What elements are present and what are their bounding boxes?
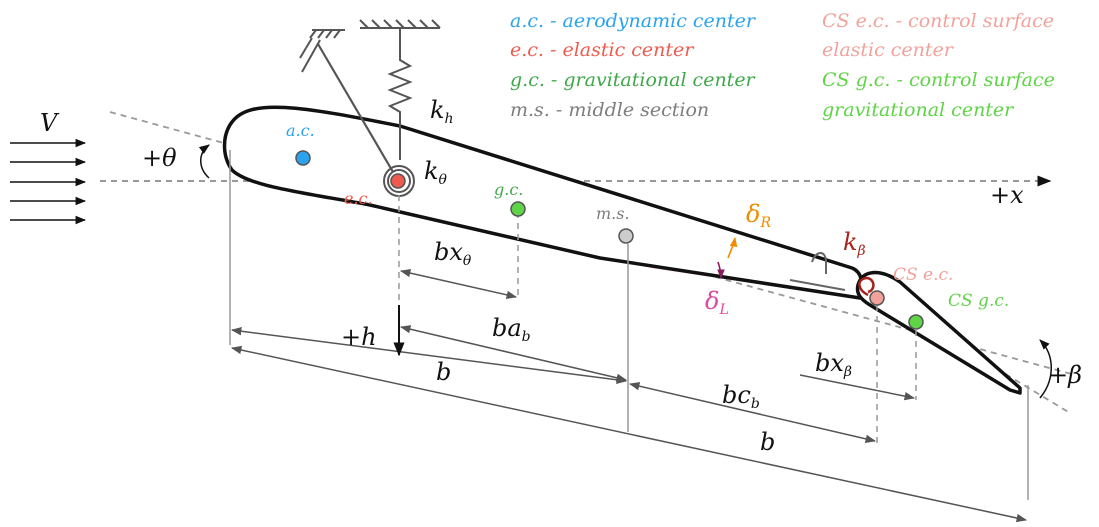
dim-bx-theta: bxθ: [434, 238, 471, 268]
symbol-delta-L: δL: [705, 287, 729, 317]
label-cs-ec: CS e.c.: [893, 265, 954, 285]
delta-L-arc: [717, 261, 725, 279]
ba-sub: b: [521, 329, 531, 345]
legend-ec: e.c. - elastic center: [510, 39, 694, 61]
label-ac: a.c.: [286, 121, 315, 140]
bx-theta-sub: θ: [462, 253, 472, 269]
ba-base: ba: [492, 314, 522, 342]
dimension-lines: [230, 268, 1028, 523]
symbol-k-beta: kβ: [843, 228, 866, 258]
k-h-base: k: [430, 96, 445, 124]
support-rod: [317, 43, 394, 173]
bc-sub: b: [750, 396, 760, 412]
ms-point: [618, 228, 634, 244]
bc-base: bc: [722, 381, 751, 409]
cs-gc-point: [908, 314, 924, 330]
delta-L-sub: L: [719, 302, 729, 318]
bx-beta-base: bx: [815, 349, 844, 377]
label-ms: m.s.: [596, 204, 630, 223]
dim-b-first: b: [436, 358, 452, 386]
legend-cs-ec-line1: CS e.c. - control surface: [822, 10, 1054, 32]
label-ec: e.c.: [344, 189, 373, 208]
ec-point: [390, 173, 406, 189]
k-theta-base: k: [424, 157, 439, 185]
k-h-spring: [387, 28, 413, 160]
label-cs-gc: CS g.c.: [948, 291, 1010, 311]
dim-bc-b: bcb: [722, 381, 760, 411]
legend-cs-gc-line2: gravitational center: [822, 99, 1014, 121]
gc-point: [510, 201, 526, 217]
legend-gc: g.c. - gravitational center: [510, 69, 755, 91]
symbol-x: +x: [990, 181, 1024, 209]
symbol-theta: +θ: [142, 144, 177, 172]
bx-theta-base: bx: [434, 238, 463, 266]
theta-arc: [198, 144, 210, 179]
symbol-k-h: kh: [430, 96, 454, 126]
symbol-delta-R: δR: [746, 200, 771, 230]
k-h-sub: h: [444, 111, 454, 127]
delta-R-base: δ: [746, 200, 761, 228]
legend-ms: m.s. - middle section: [510, 99, 710, 121]
k-beta-base: k: [843, 228, 858, 256]
symbol-k-theta: kθ: [424, 157, 447, 187]
k-theta-spring-inner: [387, 169, 411, 193]
symbol-V: V: [40, 109, 58, 137]
ground-supports: [299, 19, 441, 73]
symbol-beta: +β: [1048, 361, 1082, 389]
label-gc: g.c.: [494, 180, 524, 199]
k-beta-hinge: [789, 252, 846, 291]
bx-beta-sub: β: [843, 364, 852, 380]
ac-point: [295, 150, 311, 166]
legend-ac: a.c. - aerodynamic center: [510, 10, 755, 32]
delta-R-arc: [727, 237, 738, 259]
cs-ec-point: [869, 290, 885, 306]
dim-ba-b: bab: [492, 314, 531, 344]
delta-L-base: δ: [705, 287, 720, 315]
legend-cs-ec-line2: elastic center: [822, 39, 953, 61]
legend-cs-gc-line1: CS g.c. - control surface: [822, 69, 1055, 91]
dim-b-second: b: [760, 428, 776, 456]
k-theta-sub: θ: [438, 172, 447, 188]
beta-arc: [1039, 339, 1052, 399]
dim-bx-beta: bxβ: [815, 349, 852, 379]
freestream-arrows: [10, 138, 87, 225]
k-beta-sub: β: [857, 243, 866, 259]
delta-R-sub: R: [760, 215, 771, 231]
k-beta-spring: [858, 276, 875, 297]
symbol-h: +h: [341, 323, 377, 351]
